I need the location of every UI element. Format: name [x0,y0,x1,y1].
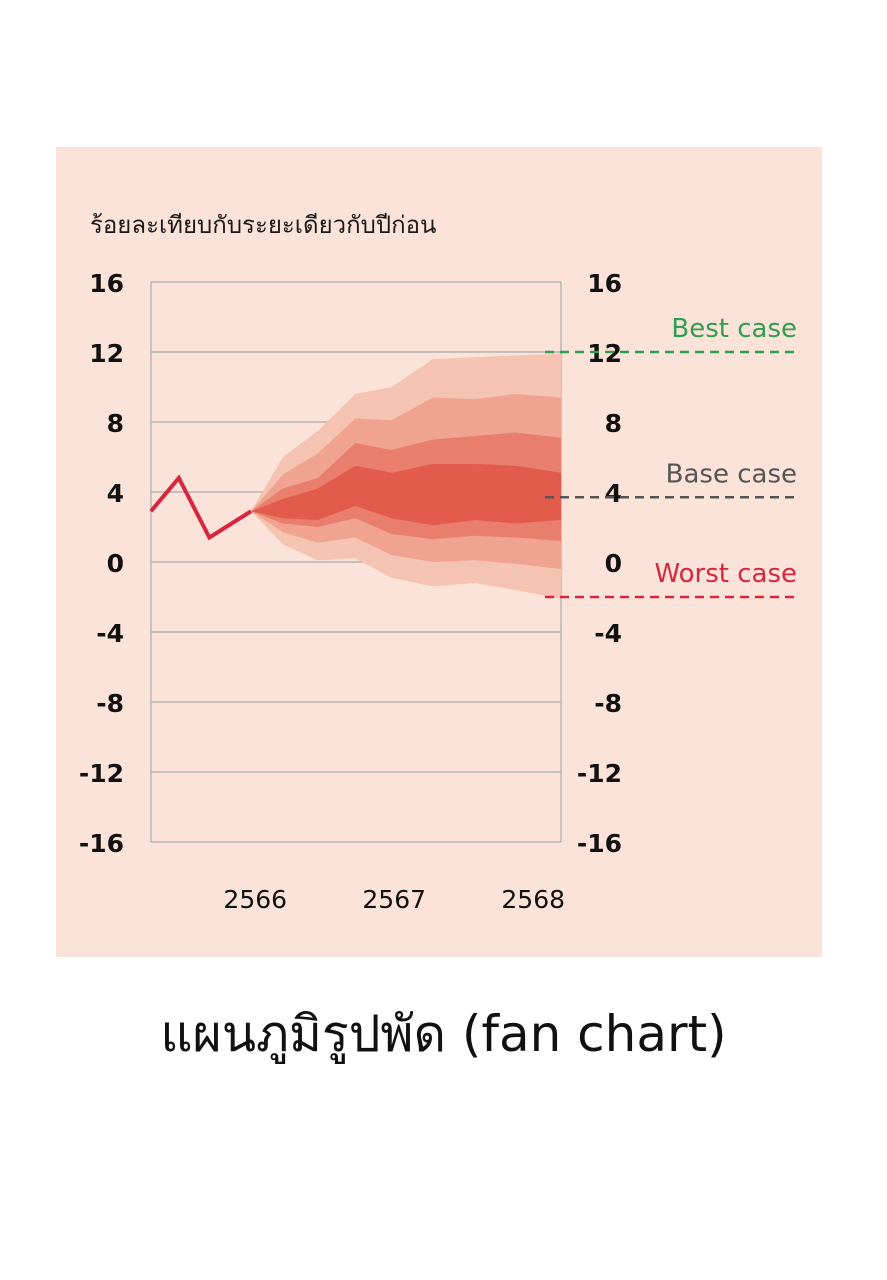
y-tick-label-left: 0 [107,549,124,578]
y-tick-label-left: -16 [79,829,124,858]
x-tick-label: 2568 [501,885,565,914]
y-tick-label-right: -12 [577,759,622,788]
y-tick-label-left: -12 [79,759,124,788]
y-tick-label-right: -8 [594,689,622,718]
scenario-label: Base case [666,459,797,489]
y-tick-label-right: 12 [587,339,622,368]
scenario-label: Best case [671,314,797,344]
y-tick-label-left: -8 [96,689,124,718]
x-tick-label: 2566 [223,885,287,914]
y-tick-label-left: 8 [107,409,124,438]
y-tick-label-left: -4 [96,619,124,648]
y-tick-label-right: 8 [605,409,622,438]
y-tick-label-right: 4 [605,479,622,508]
y-tick-label-left: 4 [107,479,124,508]
y-tick-label-right: 0 [605,549,622,578]
x-tick-label: 2567 [362,885,426,914]
y-tick-label-left: 12 [89,339,124,368]
y-axis-label: ร้อยละเทียบกับระยะเดียวกับปีก่อน [90,211,437,239]
y-tick-label-right: -16 [577,829,622,858]
actual-series-line [149,474,253,541]
y-tick-label-right: -4 [594,619,622,648]
y-tick-label-right: 16 [587,269,622,298]
chart-caption: แผนภูมิรูปพัด (fan chart) [160,1005,727,1063]
scenario-label: Worst case [654,559,797,589]
y-tick-label-left: 16 [89,269,124,298]
fan-band-4 [251,464,561,526]
